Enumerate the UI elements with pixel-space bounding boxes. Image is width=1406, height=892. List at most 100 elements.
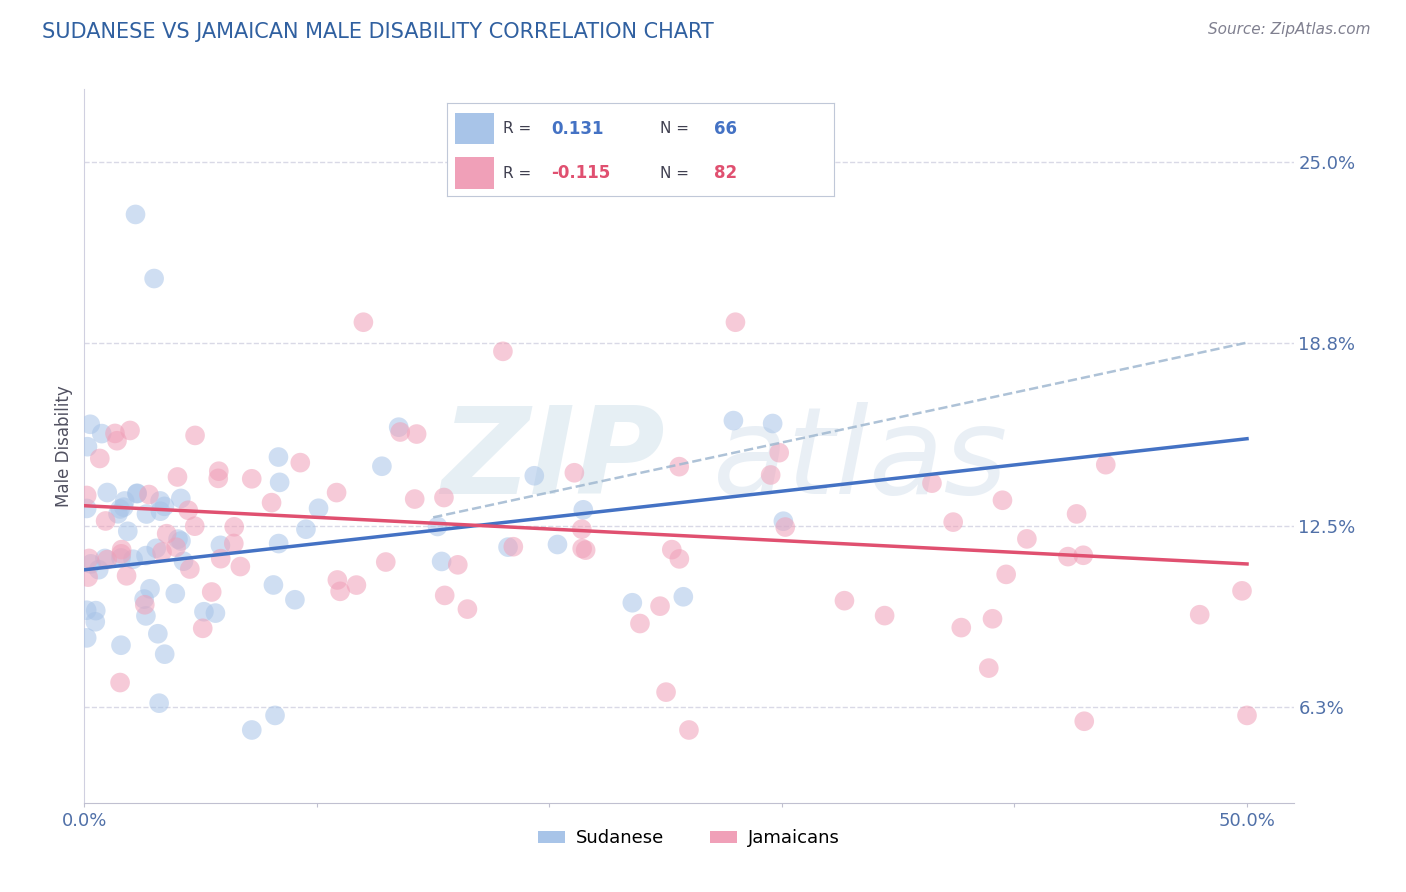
Point bbox=[139, 582, 162, 596]
Point bbox=[404, 491, 426, 506]
Point bbox=[110, 638, 132, 652]
Point bbox=[991, 493, 1014, 508]
Point bbox=[668, 552, 690, 566]
Point bbox=[325, 485, 347, 500]
Point bbox=[523, 468, 546, 483]
Point bbox=[135, 609, 157, 624]
Point bbox=[76, 631, 98, 645]
Point bbox=[107, 507, 129, 521]
Point bbox=[77, 551, 100, 566]
Point bbox=[146, 626, 169, 640]
Y-axis label: Male Disability: Male Disability bbox=[55, 385, 73, 507]
Point bbox=[84, 604, 107, 618]
Point bbox=[79, 417, 101, 432]
Point bbox=[122, 552, 145, 566]
Point bbox=[547, 537, 569, 551]
Point bbox=[267, 536, 290, 550]
Point bbox=[995, 567, 1018, 582]
Point bbox=[772, 514, 794, 528]
Point bbox=[110, 547, 132, 561]
Point bbox=[426, 519, 449, 533]
Point bbox=[492, 344, 515, 359]
Point bbox=[143, 271, 166, 285]
Point bbox=[108, 502, 131, 516]
Point bbox=[80, 557, 103, 571]
Point bbox=[950, 621, 973, 635]
Point bbox=[153, 500, 176, 514]
Point bbox=[156, 526, 179, 541]
Point bbox=[170, 491, 193, 506]
Point bbox=[209, 538, 232, 552]
Point bbox=[240, 723, 263, 737]
Point bbox=[571, 541, 593, 556]
Point bbox=[575, 543, 598, 558]
Point bbox=[135, 507, 157, 521]
Point bbox=[326, 573, 349, 587]
Point bbox=[87, 563, 110, 577]
Point bbox=[661, 542, 683, 557]
Point bbox=[921, 476, 943, 491]
Point bbox=[173, 554, 195, 568]
Point bbox=[1236, 708, 1258, 723]
Point bbox=[1071, 548, 1094, 562]
Point bbox=[149, 504, 172, 518]
Point bbox=[308, 501, 330, 516]
Point bbox=[138, 487, 160, 501]
Point bbox=[768, 445, 790, 459]
Point bbox=[114, 494, 136, 508]
Point bbox=[352, 315, 374, 329]
Point bbox=[269, 475, 291, 490]
Point bbox=[572, 503, 595, 517]
Point bbox=[430, 554, 453, 568]
Point bbox=[108, 675, 131, 690]
Point bbox=[329, 584, 352, 599]
Point bbox=[166, 470, 188, 484]
Point bbox=[191, 621, 214, 635]
Point bbox=[89, 451, 111, 466]
Point bbox=[1188, 607, 1211, 622]
Point bbox=[96, 552, 118, 566]
Point bbox=[621, 596, 644, 610]
Text: SUDANESE VS JAMAICAN MALE DISABILITY CORRELATION CHART: SUDANESE VS JAMAICAN MALE DISABILITY COR… bbox=[42, 22, 714, 42]
Point bbox=[84, 615, 107, 629]
Point bbox=[262, 578, 284, 592]
Point bbox=[773, 520, 796, 534]
Point bbox=[290, 456, 312, 470]
Point bbox=[389, 425, 412, 439]
Point bbox=[110, 550, 132, 565]
Point bbox=[678, 723, 700, 737]
Text: ZIP: ZIP bbox=[441, 401, 665, 519]
Text: Source: ZipAtlas.com: Source: ZipAtlas.com bbox=[1208, 22, 1371, 37]
Point bbox=[1094, 458, 1116, 472]
Point bbox=[502, 540, 524, 554]
Point bbox=[942, 515, 965, 529]
Point bbox=[267, 450, 290, 464]
Point bbox=[105, 434, 128, 448]
Point bbox=[240, 472, 263, 486]
Point bbox=[170, 534, 193, 549]
Point bbox=[371, 459, 394, 474]
Point bbox=[184, 428, 207, 442]
Point bbox=[1073, 714, 1095, 729]
Point bbox=[90, 426, 112, 441]
Point bbox=[374, 555, 396, 569]
Point bbox=[762, 417, 785, 431]
Point bbox=[668, 459, 690, 474]
Point bbox=[456, 602, 478, 616]
Point bbox=[207, 471, 229, 485]
Point bbox=[208, 464, 231, 478]
Point bbox=[981, 612, 1004, 626]
Point bbox=[628, 616, 651, 631]
Point bbox=[184, 519, 207, 533]
Point bbox=[229, 559, 252, 574]
Point bbox=[295, 522, 318, 536]
Point bbox=[873, 608, 896, 623]
Point bbox=[112, 500, 135, 515]
Point bbox=[135, 549, 157, 563]
Point bbox=[111, 542, 134, 557]
Point bbox=[167, 532, 190, 546]
Point bbox=[284, 592, 307, 607]
Legend: Sudanese, Jamaicans: Sudanese, Jamaicans bbox=[531, 822, 846, 855]
Point bbox=[433, 491, 456, 505]
Point bbox=[177, 503, 200, 517]
